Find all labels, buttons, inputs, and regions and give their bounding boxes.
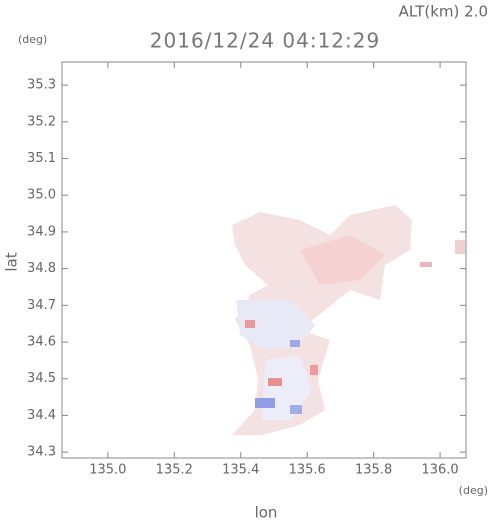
x-tick-label: 135.2 [156, 463, 193, 478]
y-tick-label: 35.3 [27, 78, 56, 93]
echo-field [232, 205, 465, 435]
echo-cell [455, 240, 465, 254]
echo-cell [420, 262, 432, 267]
y-tick-label: 34.8 [27, 261, 56, 276]
y-tick-label: 35.1 [27, 151, 56, 166]
echo-cell [255, 398, 275, 408]
echo-region [300, 235, 385, 285]
echo-cell [290, 405, 302, 414]
y-unit: (deg) [18, 33, 47, 46]
y-tick-label: 35.2 [27, 114, 56, 129]
y-tick-label: 34.7 [27, 298, 56, 313]
echo-cell [290, 340, 300, 347]
plot-frame [61, 61, 467, 459]
x-tick-label: 135.4 [222, 463, 259, 478]
x-tick-label: 136.0 [421, 463, 458, 478]
chart-title: 2016/12/24 04:12:29 [150, 29, 380, 53]
x-tick-label: 135.8 [355, 463, 392, 478]
y-tick-label: 34.4 [27, 408, 56, 423]
y-tick-label: 35.0 [27, 188, 56, 203]
echo-region [236, 300, 315, 350]
y-tick-label: 34.3 [27, 445, 56, 460]
echo-cell [310, 365, 318, 375]
echo-cell [268, 378, 282, 386]
y-tick-label: 34.6 [27, 335, 56, 350]
x-axis-label: lon [255, 504, 278, 521]
echo-cell [245, 320, 255, 328]
x-unit: (deg) [459, 484, 488, 497]
x-tick-label: 135.0 [89, 463, 126, 478]
altitude-label: ALT(km) 2.0 [399, 3, 488, 21]
y-axis-label: lat [3, 252, 21, 271]
y-tick-label: 34.9 [27, 224, 56, 239]
x-tick-label: 135.6 [289, 463, 326, 478]
y-tick-label: 34.5 [27, 371, 56, 386]
